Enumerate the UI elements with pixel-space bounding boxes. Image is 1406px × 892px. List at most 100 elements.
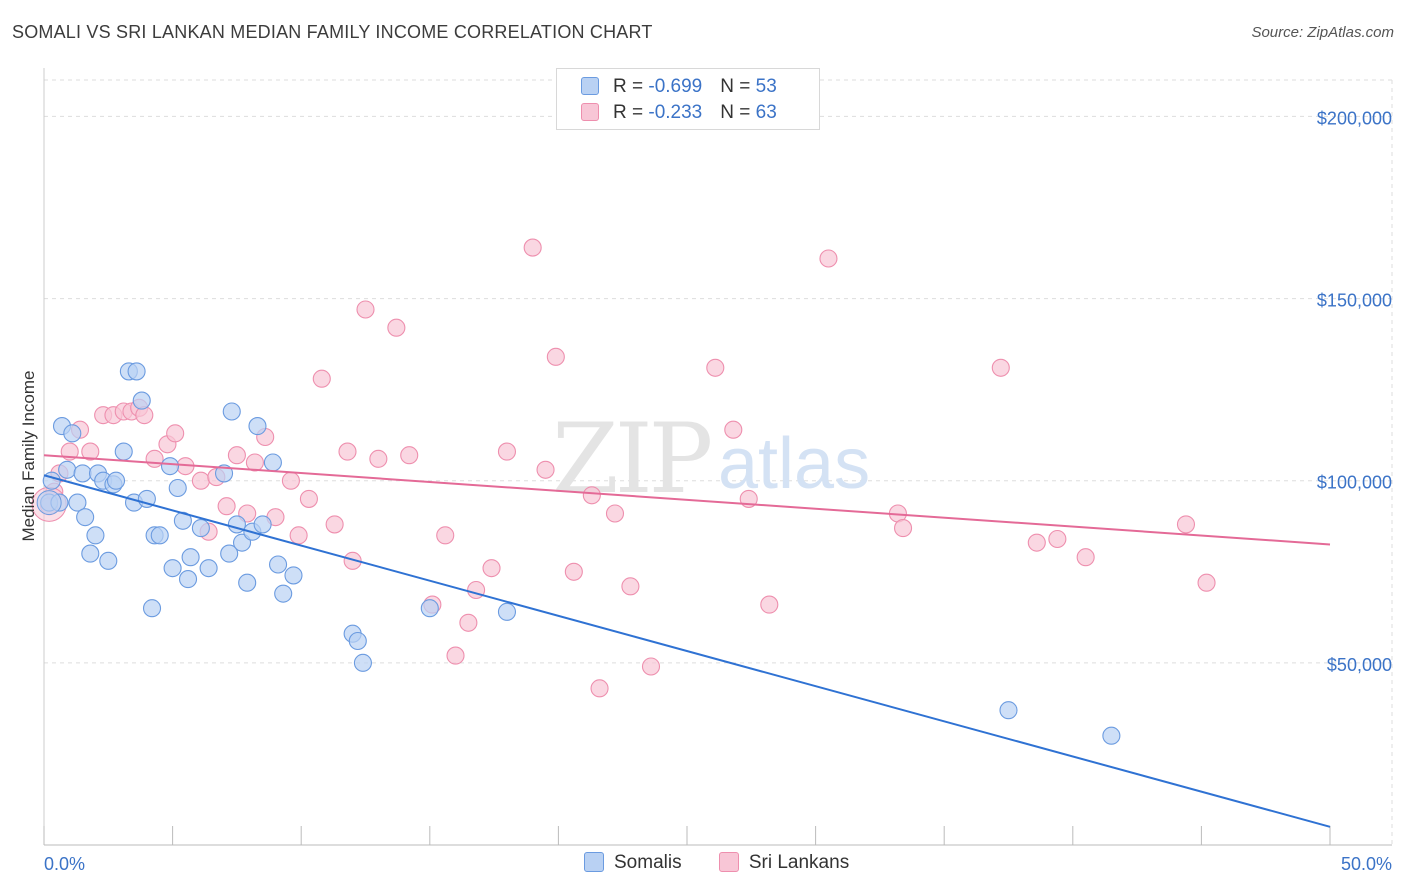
legend-r-label: R = xyxy=(613,76,649,97)
somali-point xyxy=(999,701,1018,720)
somali-point xyxy=(127,362,146,381)
chart-title: SOMALI VS SRI LANKAN MEDIAN FAMILY INCOM… xyxy=(12,22,653,42)
legend-n-label: N = xyxy=(720,102,756,123)
y-axis-title: Median Family Income xyxy=(19,370,38,541)
sri-lankan-point xyxy=(760,595,779,614)
sri-lankan-point xyxy=(497,442,517,461)
sri-lankan-point xyxy=(641,657,661,676)
somali-point xyxy=(269,555,288,574)
somali-point xyxy=(99,551,118,570)
sri-lankan-point xyxy=(1197,573,1216,592)
watermark-zip: ZIP xyxy=(552,403,711,515)
sri-lankan-point xyxy=(523,238,542,257)
series-legend: Somalis Sri Lankans xyxy=(584,852,881,874)
somalis-legend-label: Somalis xyxy=(614,852,682,873)
somali-point xyxy=(73,464,92,483)
legend-item-sri-lankans[interactable]: Sri Lankans xyxy=(718,852,850,874)
somali-point xyxy=(163,559,182,578)
somali-point xyxy=(178,570,198,589)
sri-lankan-point xyxy=(706,358,725,377)
x-tick-label-max: 50.0% xyxy=(1341,854,1392,874)
sri-lankan-point xyxy=(991,358,1010,377)
sri-lankan-point xyxy=(312,369,331,388)
somali-point xyxy=(114,442,133,461)
chart-source: Source: ZipAtlas.com xyxy=(1251,24,1394,41)
legend-row-somalis: R = -0.699 N = 53 xyxy=(581,76,777,100)
sri-lankan-point xyxy=(227,446,246,465)
somali-point xyxy=(168,478,187,498)
sri-lankan-point xyxy=(459,613,478,632)
sri-lankan-point xyxy=(191,471,210,490)
sri-lankan-point xyxy=(590,679,609,698)
somali-point xyxy=(220,544,239,563)
somali-point xyxy=(81,544,100,563)
legend-n-value: 53 xyxy=(755,76,777,97)
y-tick-label: $50,000 xyxy=(1327,655,1392,675)
sri-lankan-point xyxy=(217,497,236,516)
sri-lankan-point xyxy=(145,449,164,468)
legend-r-value: -0.699 xyxy=(648,76,703,97)
y-tick-label: $100,000 xyxy=(1317,473,1392,493)
somali-point xyxy=(160,457,180,476)
sri-lankan-point xyxy=(1076,548,1095,567)
sri-lankan-point xyxy=(299,489,318,508)
sri-lankan-point xyxy=(325,515,344,534)
somali-point xyxy=(86,526,105,545)
somali-point xyxy=(497,602,517,621)
sri-lankan-point xyxy=(1048,529,1067,549)
somali-point xyxy=(248,417,267,436)
somali-point xyxy=(76,508,95,527)
sri-lankan-point xyxy=(536,460,555,479)
sri-lankan-point xyxy=(1176,515,1196,534)
sri-lankans-swatch-icon xyxy=(581,103,599,121)
somali-trend-line xyxy=(43,474,1331,828)
sri-lankan-point xyxy=(893,519,913,538)
sri-lankan-trend-line xyxy=(43,454,1331,546)
sri-lankan-point xyxy=(166,424,185,443)
sri-lankan-point xyxy=(582,486,601,505)
somali-point xyxy=(214,464,234,483)
sri-lankan-point xyxy=(621,577,640,596)
sri-lankan-point xyxy=(245,453,264,472)
sri-lankan-point xyxy=(546,347,565,366)
somali-point xyxy=(238,573,257,592)
somali-point-large xyxy=(36,490,62,516)
sri-lankans-legend-icon xyxy=(718,852,739,872)
sri-lankan-point xyxy=(387,318,406,337)
sri-lankan-point xyxy=(289,526,308,545)
legend-r-label: R = xyxy=(613,102,649,123)
somali-point xyxy=(1102,726,1121,745)
trend-lines xyxy=(43,454,1331,828)
axis-labels: $50,000 $100,000 $150,000 $200,000 0.0% 50.0%… xyxy=(19,108,1392,874)
legend-n-value: 63 xyxy=(755,102,777,123)
somali-point xyxy=(58,460,77,479)
legend-r-value: -0.233 xyxy=(648,102,703,123)
sri-lankan-point xyxy=(482,559,501,578)
sri-lankan-point xyxy=(446,646,465,665)
somali-point xyxy=(420,599,439,618)
sri-lankan-point xyxy=(819,249,838,268)
sri-lankans-legend-label: Sri Lankans xyxy=(748,852,850,873)
somali-point xyxy=(142,599,162,618)
somali-point xyxy=(181,548,200,567)
somali-point xyxy=(106,471,126,490)
legend-item-somalis[interactable]: Somalis xyxy=(584,852,682,874)
somali-point xyxy=(353,653,372,672)
somali-point xyxy=(68,493,87,512)
somali-point xyxy=(63,424,82,443)
sri-lankan-point xyxy=(436,526,455,545)
sri-lankan-point xyxy=(400,446,419,465)
somali-point xyxy=(132,391,151,410)
somali-point xyxy=(284,566,303,585)
sri-lankan-point xyxy=(724,420,743,439)
somali-point xyxy=(150,526,169,545)
y-tick-label: $150,000 xyxy=(1317,291,1392,311)
sri-lankan-point xyxy=(605,504,625,523)
somalis-swatch-icon xyxy=(581,77,599,95)
watermark-atlas: atlas xyxy=(718,424,870,504)
legend-n-label: N = xyxy=(720,76,756,97)
sri-lankan-point xyxy=(343,551,362,570)
legend-row-sri-lankans: R = -0.233 N = 63 xyxy=(581,102,777,126)
y-tick-label: $200,000 xyxy=(1317,108,1392,128)
